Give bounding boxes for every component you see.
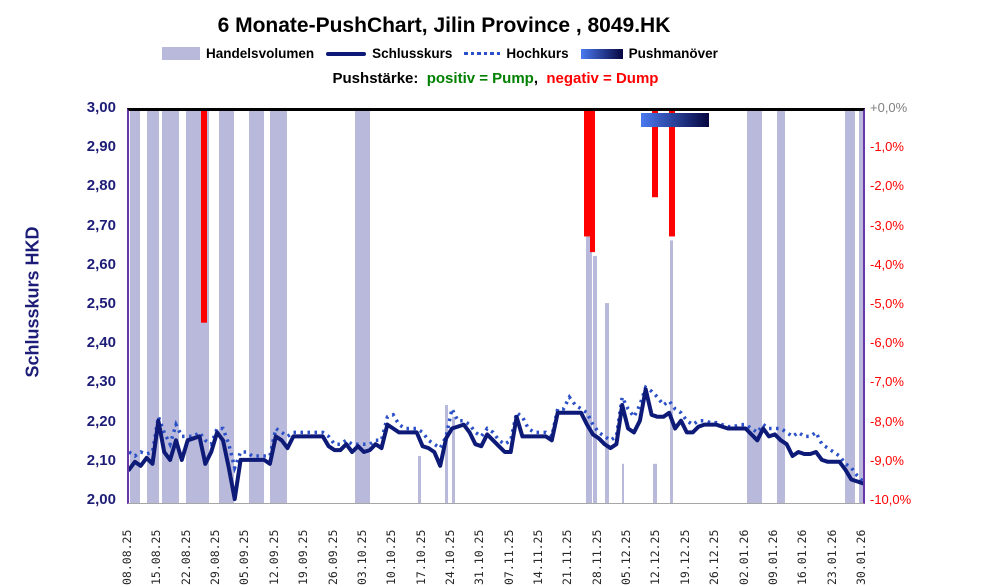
x-tick-label: 26.12.25 [707, 529, 722, 585]
x-tick-label: 16.01.26 [795, 529, 810, 585]
chart-canvas [129, 111, 863, 503]
legend-label-close: Schlusskurs [372, 46, 453, 61]
y-right-tick-label: -1,0% [870, 139, 904, 155]
x-tick-label: 26.09.25 [325, 529, 340, 585]
high-dotted-swatch-icon [464, 51, 501, 56]
y-left-tick-label: 2,80 [86, 177, 116, 195]
volume-bar [670, 240, 673, 503]
push-strength-note: Pushstärke: positiv = Pump, negativ = Du… [0, 70, 991, 87]
y-right-tick-label: -3,0% [870, 217, 904, 233]
x-tick-label: 24.10.25 [442, 529, 457, 585]
y-left-tick-label: 3,00 [86, 99, 116, 116]
volume-bar [586, 236, 592, 503]
y-left-tick-label: 2,70 [86, 216, 116, 234]
x-tick-label: 05.09.25 [237, 529, 252, 585]
chart-legend: Handelsvolumen Schlusskurs Hochkurs Push… [0, 46, 880, 61]
volume-bar [270, 111, 287, 503]
x-tick-label: 05.12.25 [619, 529, 634, 585]
push-dump-bar [590, 111, 595, 253]
volume-bar [452, 416, 455, 503]
volume-bar [605, 303, 609, 503]
push-note-separator: , [533, 70, 539, 87]
legend-item-pushmanoever: Pushmanöver [580, 46, 718, 61]
x-tick-label: 19.12.25 [677, 529, 692, 585]
x-tick-label: 28.11.25 [589, 529, 604, 585]
volume-bar [355, 111, 370, 503]
x-tick-label: 09.01.26 [765, 529, 780, 585]
hochkurs-line [129, 384, 863, 483]
y-right-tick-label: -7,0% [870, 374, 904, 390]
x-tick-label: 12.12.25 [648, 529, 663, 585]
push-dump-bar [669, 111, 675, 237]
y-axis-title: Schlusskurs HKD [22, 226, 43, 378]
x-tick-label: 31.10.25 [472, 529, 487, 585]
y-right-tick-label: -5,0% [870, 296, 904, 311]
y-left-tick-label: 2,60 [86, 255, 116, 273]
volume-bar [162, 111, 179, 503]
x-tick-label: 15.08.25 [149, 529, 164, 585]
schlusskurs-line [129, 387, 863, 502]
y-right-tick-label: +0,0% [870, 100, 908, 115]
volume-bar [747, 111, 762, 503]
legend-label-high: Hochkurs [506, 46, 569, 61]
x-tick-label: 22.08.25 [178, 529, 193, 585]
volume-bar [593, 256, 597, 503]
volume-bar [249, 111, 264, 503]
y-left-tick-label: 2,20 [86, 412, 116, 430]
legend-label-volume: Handelsvolumen [206, 46, 315, 61]
x-tick-label: 21.11.25 [560, 529, 575, 585]
legend-item-schlusskurs: Schlusskurs [326, 46, 452, 61]
y-right-tick-label: -9,0% [870, 452, 904, 468]
chart-title: 6 Monate-PushChart, Jilin Province , 804… [217, 14, 671, 37]
y-right-tick-label: -10,0% [870, 492, 912, 507]
close-line-swatch-icon [326, 51, 367, 56]
volume-bar [845, 111, 855, 503]
legend-item-handelsvolumen: Handelsvolumen [162, 46, 314, 61]
volume-bar [130, 111, 140, 503]
legend-label-push: Pushmanöver [628, 46, 718, 61]
push-note-prefix: Pushstärke: [332, 70, 419, 87]
x-tick-label: 14.11.25 [531, 529, 546, 585]
push-note-dump: negativ = Dump [546, 70, 659, 87]
volume-bar [653, 463, 657, 503]
x-tick-label: 17.10.25 [413, 529, 428, 585]
x-tick-label: 12.09.25 [266, 529, 281, 585]
volume-bar [418, 455, 421, 503]
volume-bar [859, 111, 863, 503]
y-left-tick-label: 2,40 [86, 334, 116, 352]
x-tick-label: 08.08.25 [120, 529, 134, 585]
push-note-pump: positiv = Pump [426, 70, 534, 87]
x-tick-label: 07.11.25 [501, 529, 516, 585]
push-gradient-swatch-icon [580, 48, 623, 59]
x-tick-label: 03.10.25 [354, 529, 369, 585]
y-left-tick-label: 2,00 [86, 491, 116, 508]
volume-bar [777, 111, 785, 503]
volume-bar [219, 111, 234, 503]
y-left-tick-label: 2,90 [86, 138, 116, 156]
chart-plot-area [127, 108, 865, 504]
y-left-tick-label: 2,30 [86, 373, 116, 391]
x-tick-label: 30.01.26 [854, 529, 868, 585]
volume-bar [445, 405, 448, 503]
push-dump-bar [201, 111, 207, 323]
x-tick-label: 29.08.25 [208, 529, 223, 585]
y-right-tick-label: -4,0% [870, 256, 904, 272]
volume-swatch-icon [162, 47, 201, 60]
x-tick-label: 02.01.26 [736, 529, 751, 585]
y-right-tick-label: -2,0% [870, 178, 904, 194]
legend-item-hochkurs: Hochkurs [464, 46, 569, 61]
y-right-tick-label: -6,0% [870, 335, 904, 351]
push-dump-bar [652, 111, 658, 198]
volume-bar [622, 463, 624, 503]
volume-bar [147, 111, 159, 503]
x-tick-label: 23.01.26 [824, 529, 839, 585]
x-tick-label: 19.09.25 [296, 529, 311, 585]
y-left-tick-label: 2,10 [86, 451, 116, 469]
x-tick-label: 10.10.25 [384, 529, 399, 585]
y-left-tick-label: 2,50 [86, 295, 116, 312]
push-maneuver-bar [641, 113, 709, 127]
y-right-tick-label: -8,0% [870, 413, 904, 429]
push-dump-bar [584, 111, 592, 237]
